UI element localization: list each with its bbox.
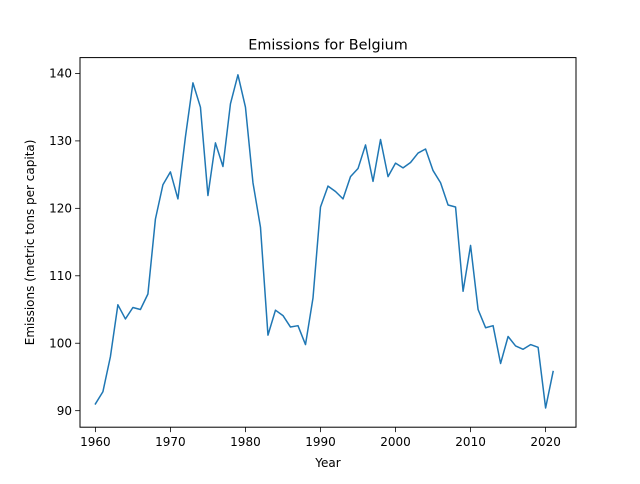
- x-tick-label: 2000: [380, 435, 411, 449]
- x-axis-label: Year: [314, 456, 340, 470]
- x-tick-label: 1960: [80, 435, 111, 449]
- x-tick-label: 2020: [530, 435, 561, 449]
- axes-frame: [79, 57, 577, 428]
- x-tick-label: 1990: [305, 435, 336, 449]
- emissions-series-line: [94, 74, 554, 409]
- y-tick-label: 130: [49, 134, 72, 148]
- plot-area: [94, 74, 554, 409]
- y-tick-label: 120: [49, 202, 72, 216]
- y-axis-label: Emissions (metric tons per capita): [23, 140, 37, 346]
- x-tick-label: 1970: [155, 435, 186, 449]
- y-tick-label: 100: [49, 337, 72, 351]
- y-axis-ticks: 90 100 110 120 130 140: [49, 67, 80, 418]
- y-tick-label: 140: [49, 67, 72, 81]
- x-tick-label: 1980: [230, 435, 261, 449]
- chart-title: Emissions for Belgium: [248, 38, 407, 54]
- y-tick-label: 90: [57, 404, 72, 418]
- y-tick-label: 110: [49, 269, 72, 283]
- x-tick-label: 2010: [455, 435, 486, 449]
- x-axis-ticks: 1960 1970 1980 1990 2000 2010 2020: [80, 427, 561, 449]
